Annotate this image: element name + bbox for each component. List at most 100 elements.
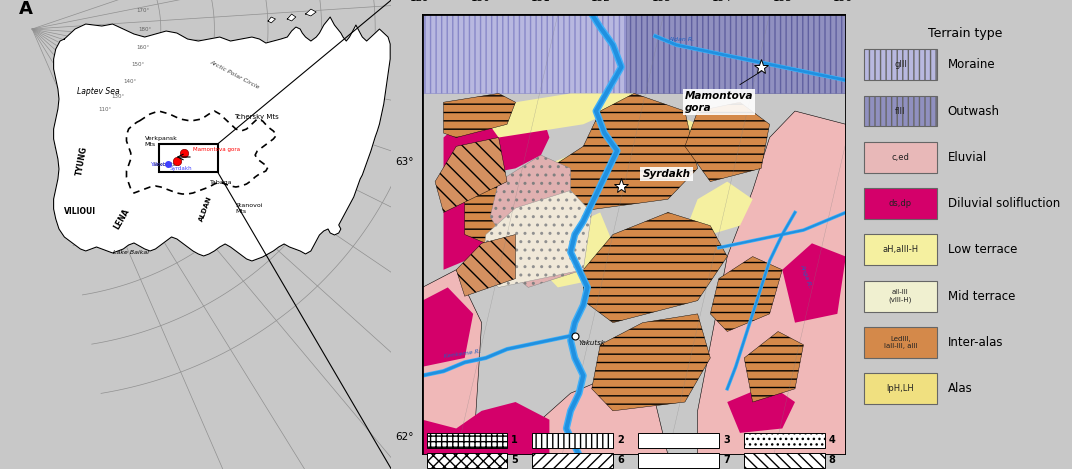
Text: Low terrace: Low terrace <box>948 243 1017 257</box>
Polygon shape <box>783 243 846 323</box>
Text: Outwash: Outwash <box>948 105 1000 118</box>
Polygon shape <box>541 376 668 455</box>
Text: 140°: 140° <box>123 79 136 84</box>
Text: LedIII,
laII-III, aIII: LedIII, laII-III, aIII <box>883 336 918 349</box>
Text: Yakutsk: Yakutsk <box>579 340 606 346</box>
Polygon shape <box>435 137 507 212</box>
Text: aII-III
(vIII-H): aII-III (vIII-H) <box>889 289 912 303</box>
Text: fIII: fIII <box>895 106 906 115</box>
FancyBboxPatch shape <box>864 373 937 404</box>
Text: 4: 4 <box>829 435 835 445</box>
Polygon shape <box>698 111 846 455</box>
Polygon shape <box>583 212 727 323</box>
Text: Tchersky Mts: Tchersky Mts <box>234 114 279 120</box>
Text: Tabaga: Tabaga <box>210 180 233 185</box>
FancyBboxPatch shape <box>864 142 937 173</box>
Text: Eluvial: Eluvial <box>948 151 987 164</box>
Text: 130°: 130° <box>111 94 125 99</box>
Text: Lake Baikal: Lake Baikal <box>113 250 149 255</box>
Text: Verkрansk
Mts: Verkрansk Mts <box>145 136 178 147</box>
Polygon shape <box>727 385 795 433</box>
Text: 136°: 136° <box>833 0 859 3</box>
Text: Syrdakh: Syrdakh <box>642 169 690 179</box>
Text: Inter-alas: Inter-alas <box>948 336 1003 349</box>
Text: LENA: LENA <box>113 207 132 231</box>
Text: 5: 5 <box>511 455 518 465</box>
Text: Terrain type: Terrain type <box>927 27 1002 40</box>
Text: A: A <box>19 0 33 18</box>
Polygon shape <box>481 190 592 287</box>
FancyBboxPatch shape <box>864 234 937 265</box>
Polygon shape <box>626 14 846 93</box>
Polygon shape <box>422 14 626 93</box>
FancyBboxPatch shape <box>864 188 937 219</box>
Text: Moraine: Moraine <box>948 58 995 71</box>
Text: Stanovoi
Mts: Stanovoi Mts <box>236 203 264 214</box>
Text: Anga R.: Anga R. <box>800 264 813 288</box>
Text: 62°: 62° <box>396 432 414 442</box>
Polygon shape <box>422 402 549 455</box>
Text: 63°: 63° <box>396 157 414 167</box>
Polygon shape <box>287 14 296 21</box>
FancyBboxPatch shape <box>638 433 718 448</box>
Text: 3: 3 <box>723 435 730 445</box>
Text: 6: 6 <box>617 455 624 465</box>
Text: Laptev Sea: Laptev Sea <box>77 87 120 96</box>
Polygon shape <box>685 102 770 182</box>
Text: lpH,LH: lpH,LH <box>887 384 914 393</box>
Polygon shape <box>689 182 753 234</box>
FancyBboxPatch shape <box>533 433 613 448</box>
Text: Mamontova
gora: Mamontova gora <box>685 91 754 113</box>
Text: 132°: 132° <box>592 0 616 3</box>
Text: c,ed: c,ed <box>892 153 909 162</box>
Polygon shape <box>306 9 316 16</box>
Text: 7: 7 <box>723 455 730 465</box>
Bar <box>159 144 218 172</box>
Text: 110°: 110° <box>98 107 111 112</box>
Text: aH,aIII-H: aH,aIII-H <box>882 245 919 254</box>
Text: Mid terrace: Mid terrace <box>948 290 1015 303</box>
Text: TYUNG: TYUNG <box>75 145 89 176</box>
Text: 150°: 150° <box>131 62 145 68</box>
Polygon shape <box>444 93 516 137</box>
FancyBboxPatch shape <box>638 453 718 468</box>
Text: VILIOUI: VILIOUI <box>64 207 96 216</box>
Text: ALDAN: ALDAN <box>198 195 213 222</box>
Polygon shape <box>507 226 583 287</box>
Text: 2: 2 <box>617 435 624 445</box>
Text: ds,dp: ds,dp <box>889 199 912 208</box>
Polygon shape <box>516 146 613 212</box>
Polygon shape <box>549 93 698 212</box>
Polygon shape <box>54 17 390 261</box>
Polygon shape <box>465 182 541 243</box>
FancyBboxPatch shape <box>427 433 507 448</box>
Text: 130°: 130° <box>471 0 495 3</box>
Text: Alas: Alas <box>948 382 972 395</box>
Text: 180°: 180° <box>138 27 151 31</box>
Text: 134°: 134° <box>712 0 738 3</box>
Text: Arctic Polar Circle: Arctic Polar Circle <box>209 60 260 90</box>
Polygon shape <box>457 234 516 296</box>
Polygon shape <box>422 270 481 455</box>
Polygon shape <box>268 17 276 23</box>
FancyBboxPatch shape <box>744 453 824 468</box>
Text: Mamontova gora: Mamontova gora <box>193 147 240 152</box>
Polygon shape <box>711 257 783 332</box>
Text: B: B <box>397 0 411 1</box>
FancyBboxPatch shape <box>744 433 824 448</box>
Polygon shape <box>490 155 570 243</box>
Text: Syrdakh: Syrdakh <box>169 166 192 171</box>
Text: 133°: 133° <box>652 0 676 3</box>
FancyBboxPatch shape <box>533 453 613 468</box>
Polygon shape <box>592 314 711 411</box>
Text: 1: 1 <box>511 435 518 445</box>
Text: Aldan R.: Aldan R. <box>668 37 695 42</box>
Text: gIII: gIII <box>894 61 907 69</box>
Text: Iakoutsk: Iakoutsk <box>153 162 180 167</box>
Polygon shape <box>541 212 613 287</box>
Text: 131°: 131° <box>531 0 556 3</box>
Text: Diluvial solifluction: Diluvial solifluction <box>948 197 1060 210</box>
FancyBboxPatch shape <box>864 327 937 358</box>
FancyBboxPatch shape <box>864 49 937 80</box>
Polygon shape <box>422 287 473 367</box>
